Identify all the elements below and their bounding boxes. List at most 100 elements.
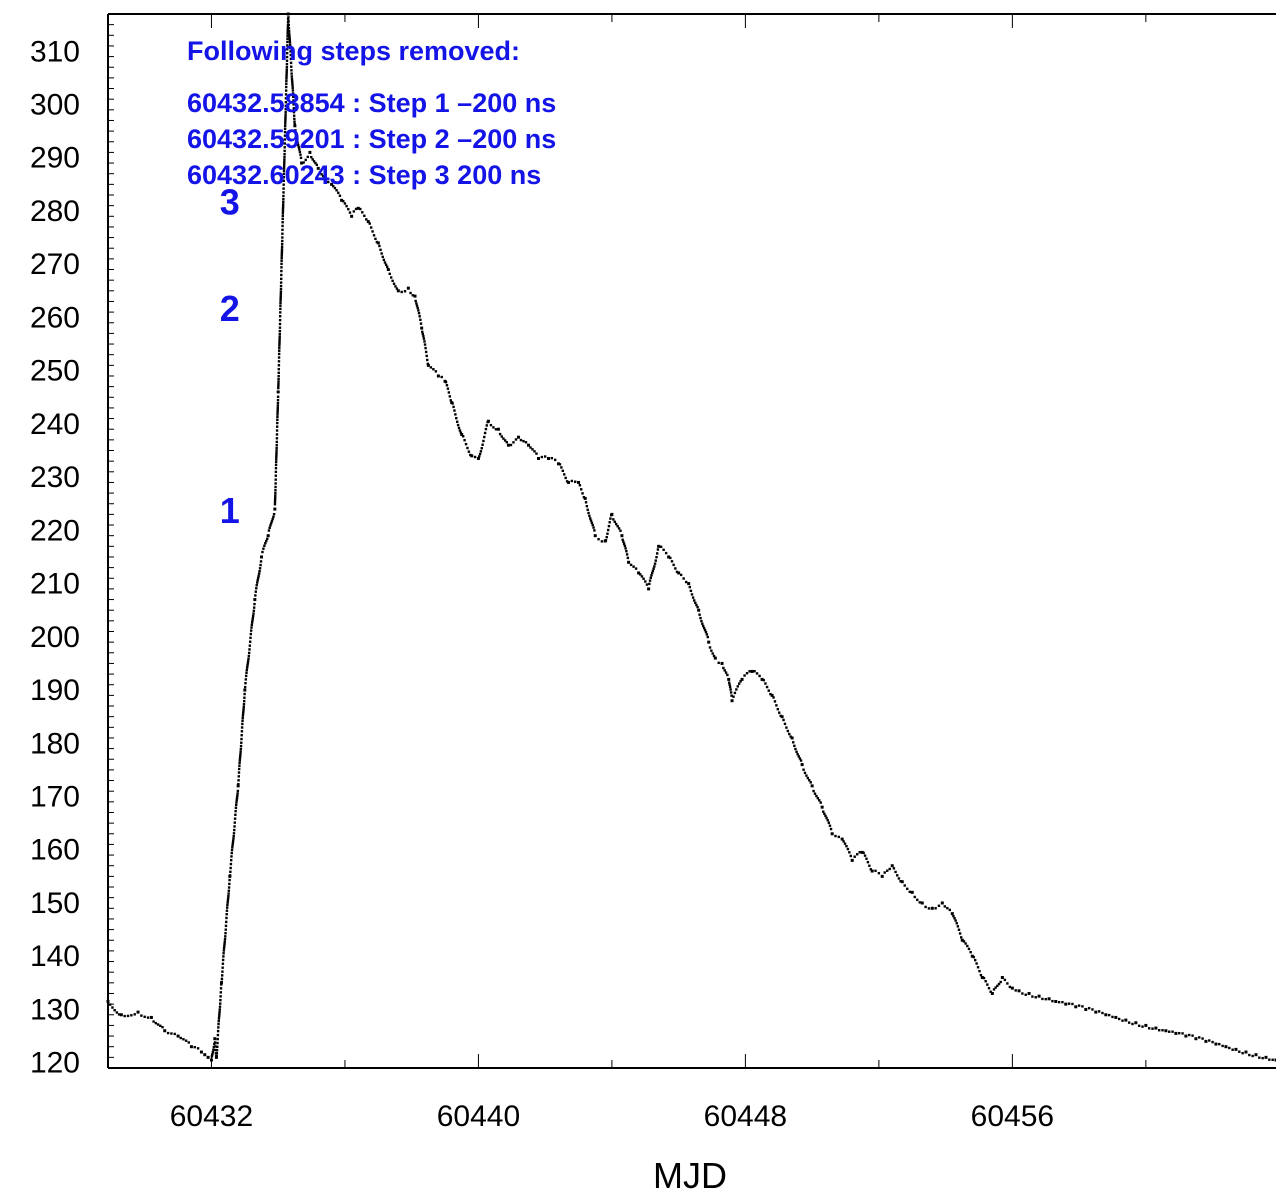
data-point — [229, 866, 232, 870]
data-point — [479, 450, 483, 453]
data-point — [1154, 1026, 1158, 1030]
data-point — [455, 420, 459, 423]
data-point — [1044, 997, 1047, 1001]
data-point — [500, 435, 503, 438]
data-point — [805, 774, 808, 777]
data-point — [130, 1014, 133, 1017]
data-point — [960, 938, 964, 942]
data-point — [954, 919, 957, 922]
data-point — [840, 837, 844, 841]
data-point — [793, 744, 796, 748]
data-point — [389, 276, 393, 279]
data-point — [240, 730, 244, 733]
data-point — [275, 446, 278, 450]
data-point — [217, 1022, 220, 1026]
data-point — [1094, 1010, 1098, 1014]
series-points — [106, 12, 1276, 1062]
data-point — [913, 895, 916, 899]
data-point — [1147, 1027, 1151, 1030]
data-point — [156, 1023, 160, 1026]
data-point — [453, 409, 456, 412]
data-point — [958, 932, 962, 935]
data-point — [625, 553, 629, 556]
data-point — [278, 344, 281, 347]
data-point — [796, 753, 799, 756]
y-tick-label: 210 — [30, 568, 80, 601]
data-point — [277, 364, 281, 367]
data-point — [282, 172, 286, 176]
data-point — [312, 160, 316, 163]
data-point — [219, 991, 223, 994]
data-point — [340, 198, 344, 202]
data-point — [416, 306, 419, 310]
data-point — [547, 456, 551, 460]
data-point — [226, 901, 229, 904]
data-point — [653, 565, 656, 568]
data-point — [623, 544, 627, 548]
data-point — [675, 570, 679, 574]
data-point — [308, 150, 312, 154]
data-point — [215, 1054, 218, 1058]
data-point — [434, 370, 438, 373]
data-point — [1261, 1056, 1264, 1060]
data-point — [212, 1045, 216, 1049]
data-point — [540, 455, 544, 459]
data-point — [778, 711, 781, 714]
data-point — [698, 613, 701, 616]
data-point — [223, 944, 226, 948]
data-point — [229, 862, 233, 866]
data-point — [815, 794, 818, 798]
data-point — [251, 614, 255, 618]
data-point — [531, 448, 534, 451]
data-point — [290, 77, 294, 81]
data-point — [624, 547, 627, 550]
data-point — [604, 539, 608, 542]
data-point — [240, 726, 244, 729]
data-point — [278, 322, 282, 326]
data-point — [350, 214, 354, 218]
data-point — [327, 180, 330, 184]
data-point — [213, 1042, 216, 1046]
data-point — [211, 1050, 215, 1054]
data-point — [289, 57, 293, 61]
data-point — [136, 1010, 140, 1014]
data-point — [1254, 1053, 1258, 1057]
data-point — [247, 654, 251, 658]
data-point — [627, 560, 631, 564]
data-point — [870, 869, 874, 873]
data-point — [946, 906, 949, 910]
data-point — [289, 53, 292, 57]
data-point — [304, 158, 307, 162]
data-point — [275, 433, 279, 436]
data-point — [684, 580, 688, 584]
data-point — [284, 117, 287, 121]
data-point — [1131, 1022, 1134, 1026]
data-point — [292, 103, 295, 106]
data-point — [213, 1037, 217, 1041]
data-point — [712, 654, 716, 658]
data-point — [973, 958, 977, 962]
data-point — [1274, 1058, 1276, 1062]
y-tick-label: 270 — [30, 248, 80, 281]
data-point — [478, 455, 481, 458]
data-point — [233, 817, 237, 820]
data-point — [277, 367, 281, 371]
data-point — [1204, 1039, 1208, 1043]
data-point — [280, 262, 283, 266]
data-point — [799, 759, 803, 762]
data-point — [285, 62, 289, 66]
data-point — [288, 36, 291, 40]
data-point — [238, 756, 242, 760]
data-point — [286, 12, 290, 16]
data-point — [622, 542, 626, 546]
data-point — [834, 834, 837, 838]
data-point — [460, 433, 464, 437]
data-point — [292, 114, 296, 117]
data-point — [252, 609, 256, 613]
data-point — [769, 692, 772, 696]
data-point — [282, 187, 285, 190]
data-point — [900, 880, 904, 884]
data-point — [282, 179, 285, 183]
annotation-line-3: 60432.60243 : Step 3 200 ns — [187, 160, 541, 190]
data-point — [1006, 982, 1009, 985]
